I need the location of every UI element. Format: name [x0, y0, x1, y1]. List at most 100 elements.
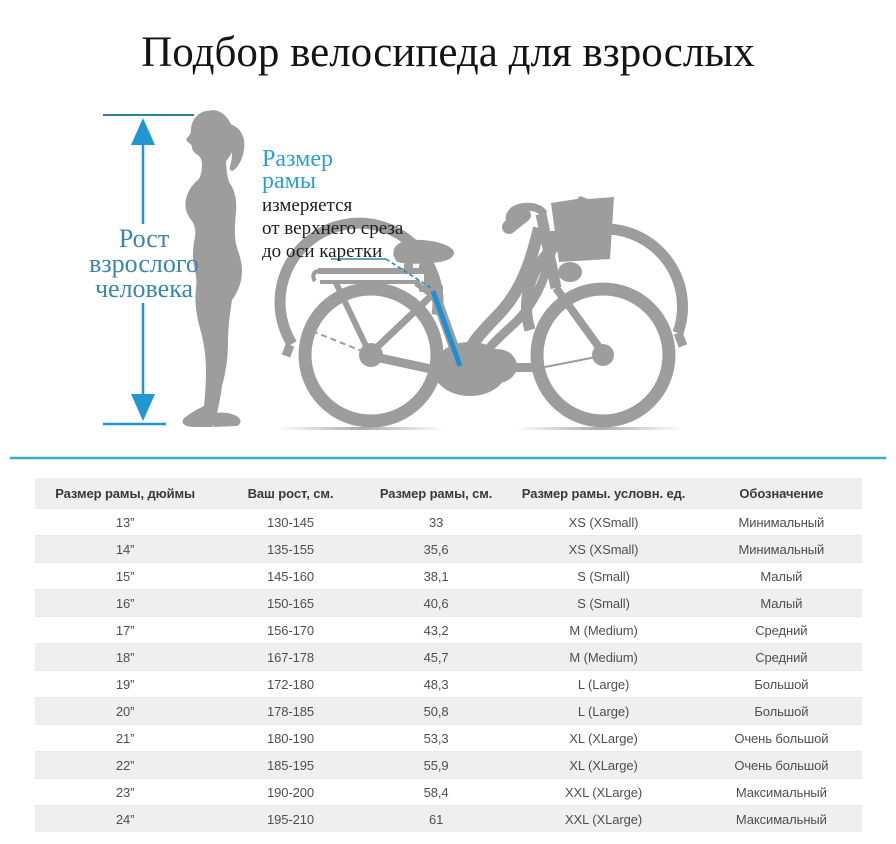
table-cell: 22”	[35, 751, 216, 779]
table-cell: L (Large)	[506, 670, 701, 698]
table-cell: XL (XLarge)	[506, 724, 701, 752]
table-cell: 130-145	[215, 508, 366, 536]
table-cell: M (Medium)	[506, 616, 701, 644]
wheel-shadow	[515, 427, 683, 430]
table-cell: 13”	[35, 508, 216, 536]
table-row: 20” 178-185 50,8 L (Large) Большой	[35, 697, 862, 725]
table-row: 13” 130-145 33 XS (XSmall) Минимальный	[35, 508, 862, 536]
person-silhouette-icon	[182, 110, 245, 427]
table-cell: 21”	[35, 724, 216, 752]
table-header-row: Размер рамы, дюймы Ваш рост, см. Размер …	[35, 478, 862, 509]
table-cell: 172-180	[215, 670, 366, 698]
table-row: 22” 185-195 55,9 XL (XLarge) Очень большой	[35, 751, 862, 779]
frame-size-highlight-icon	[430, 290, 463, 367]
height-label-line: взрослого	[89, 249, 199, 278]
frame-size-label-line: рамы	[262, 168, 316, 194]
size-table: Размер рамы, дюймы Ваш рост, см. Размер …	[35, 478, 862, 832]
table-cell: 33	[365, 508, 507, 536]
illustration-canvas	[10, 110, 886, 460]
table-row: 16” 150-165 40,6 S (Small) Малый	[35, 589, 862, 617]
table-cell: 20”	[35, 697, 216, 725]
table-cell: Малый	[700, 562, 862, 590]
table-cell: 45,7	[365, 643, 507, 671]
column-header-frame-cm: Размер рамы, см.	[365, 478, 507, 509]
size-table-header: Размер рамы, дюймы Ваш рост, см. Размер …	[35, 478, 862, 509]
column-header-frame-inches: Размер рамы, дюймы	[35, 478, 216, 509]
table-cell: S (Small)	[506, 562, 701, 590]
height-label: Рост взрослого человека	[58, 224, 230, 303]
height-label-line: человека	[94, 274, 194, 303]
table-cell: Большой	[700, 697, 862, 725]
table-cell: 50,8	[365, 697, 507, 725]
table-cell: 55,9	[365, 751, 507, 779]
column-header-designation: Обозначение	[700, 478, 862, 509]
height-label-line: Рост	[118, 224, 170, 253]
table-cell: XL (XLarge)	[506, 751, 701, 779]
table-cell: 18”	[35, 643, 216, 671]
table-cell: 15”	[35, 562, 216, 590]
table-cell: Максимальный	[700, 778, 862, 806]
table-cell: 185-195	[215, 751, 366, 779]
frame-size-label: Размер рамы	[262, 146, 333, 194]
table-cell: L (Large)	[506, 697, 701, 725]
table-cell: XS (XSmall)	[506, 535, 701, 563]
table-cell: 19”	[35, 670, 216, 698]
frame-size-note-line: измеряется	[262, 195, 353, 216]
bicycle-silhouette-icon	[274, 196, 688, 430]
frame-size-note-line: от верхнего среза	[262, 218, 404, 239]
frame-size-note: измеряется от верхнего среза до оси каре…	[262, 194, 403, 263]
table-cell: Очень большой	[700, 724, 862, 752]
column-header-your-height: Ваш рост, см.	[215, 478, 366, 509]
table-cell: S (Small)	[506, 589, 701, 617]
table-cell: 145-160	[215, 562, 366, 590]
table-row: 19” 172-180 48,3 L (Large) Большой	[35, 670, 862, 698]
table-cell: XS (XSmall)	[506, 508, 701, 536]
table-cell: 195-210	[215, 805, 366, 832]
table-cell: Минимальный	[700, 535, 862, 563]
table-cell: Средний	[700, 643, 862, 671]
table-row: 15” 145-160 38,1 S (Small) Малый	[35, 562, 862, 590]
table-cell: 16”	[35, 589, 216, 617]
table-row: 17” 156-170 43,2 M (Medium) Средний	[35, 616, 862, 644]
table-cell: 48,3	[365, 670, 507, 698]
table-row: 23” 190-200 58,4 XXL (XLarge) Максимальный	[35, 778, 862, 806]
leader-line-icon	[331, 258, 432, 289]
table-cell: 35,6	[365, 535, 507, 563]
table-cell: 135-155	[215, 535, 366, 563]
table-cell: Максимальный	[700, 805, 862, 832]
table-cell: 24”	[35, 805, 216, 832]
table-cell: 156-170	[215, 616, 366, 644]
table-cell: 61	[365, 805, 507, 832]
table-cell: XXL (XLarge)	[506, 805, 701, 832]
table-cell: Малый	[700, 589, 862, 617]
table-cell: 53,3	[365, 724, 507, 752]
table-cell: Очень большой	[700, 751, 862, 779]
height-arrow-icon	[103, 114, 194, 426]
table-cell: Средний	[700, 616, 862, 644]
table-cell: 14”	[35, 535, 216, 563]
table-row: 14” 135-155 35,6 XS (XSmall) Минимальный	[35, 535, 862, 563]
table-row: 21” 180-190 53,3 XL (XLarge) Очень большой	[35, 724, 862, 752]
frame-size-note-line: до оси каретки	[262, 241, 383, 262]
table-cell: 17”	[35, 616, 216, 644]
table-row: 24” 195-210 61 XXL (XLarge) Максимальный	[35, 805, 862, 832]
table-cell: 190-200	[215, 778, 366, 806]
frame-size-label-line: Размер	[262, 146, 333, 172]
table-cell: 178-185	[215, 697, 366, 725]
table-cell: Минимальный	[700, 508, 862, 536]
table-cell: 150-165	[215, 589, 366, 617]
size-table-body: 13” 130-145 33 XS (XSmall) Минимальный 14” 135…	[35, 508, 862, 832]
table-cell: 40,6	[365, 589, 507, 617]
table-cell: 43,2	[365, 616, 507, 644]
table-cell: Большой	[700, 670, 862, 698]
table-cell: 38,1	[365, 562, 507, 590]
table-cell: 58,4	[365, 778, 507, 806]
table-cell: 180-190	[215, 724, 366, 752]
column-header-frame-units: Размер рамы. условн. ед.	[506, 478, 701, 509]
table-cell: XXL (XLarge)	[506, 778, 701, 806]
table-cell: 167-178	[215, 643, 366, 671]
table-row: 18” 167-178 45,7 M (Medium) Средний	[35, 643, 862, 671]
page-title: Подбор велосипеда для взрослых	[141, 29, 755, 76]
wheel-shadow	[277, 427, 445, 430]
